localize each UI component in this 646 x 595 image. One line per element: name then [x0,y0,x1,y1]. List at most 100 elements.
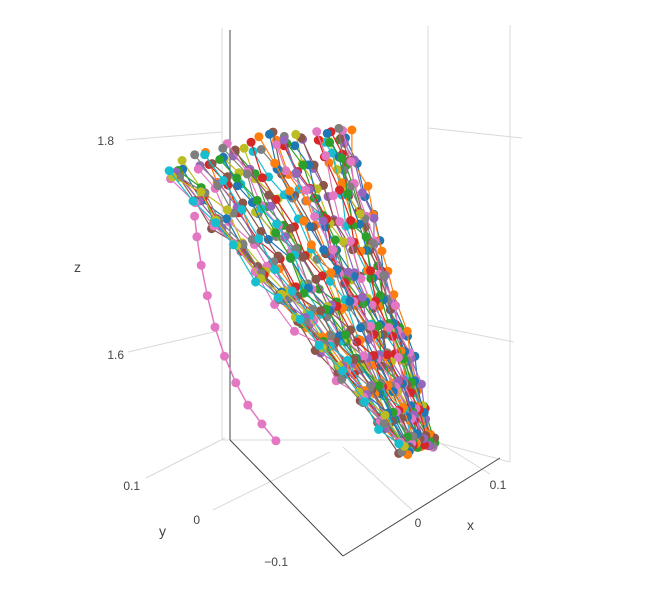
series-line [329,142,431,443]
series-point [270,265,280,275]
series-point [271,228,281,238]
series-point [218,176,228,185]
series-point [384,323,394,332]
series-point [326,331,336,341]
series-point [337,374,347,384]
series-point [252,195,262,205]
series-point [298,160,308,170]
series-point [254,234,264,244]
x-gridline-0 [342,446,413,511]
series-point [177,156,187,165]
series-point [188,196,198,206]
y-tick-label: 0.1 [123,479,140,493]
highlight-series-point [220,351,229,361]
series-point [310,212,320,221]
series-point [285,186,295,196]
series-point [228,240,238,250]
series-line [343,142,434,448]
y-axis-line [229,439,344,557]
series-point [215,155,225,164]
series-point [306,240,316,250]
series-point [265,129,274,139]
series-point [328,245,338,255]
series-point [318,216,328,226]
series-point [246,137,256,147]
series-point [345,236,355,246]
series-line [172,176,405,447]
series-point [193,164,203,174]
series-line [219,159,408,438]
series-point [380,410,390,420]
series-point [237,205,247,214]
series-point [357,292,367,302]
series-point [256,227,266,236]
series-point [321,151,331,161]
highlight-series-point [243,400,253,410]
y-axis-title: y [159,523,166,539]
series-point [345,296,355,306]
series-point [264,190,274,200]
series-point [257,173,267,183]
series-point [391,301,400,311]
series-point [322,128,332,138]
z-gridline-1-6-back [127,329,223,353]
series-point [394,352,403,362]
series-line [168,170,400,445]
x-axis-line [342,457,501,557]
series-point [330,235,340,245]
highlight-series-point [190,211,200,221]
series-point [346,157,356,167]
highlight-series-layer [190,211,281,446]
highlight-series-point [231,378,241,388]
series-point [222,214,231,224]
z-gridline-1-8-back [125,131,223,141]
series-point [270,158,280,168]
highlight-series-point [210,322,220,332]
series-point [357,188,367,198]
series-point [378,330,388,340]
series-point [325,138,335,147]
series-point [374,425,384,434]
series-point [299,288,309,298]
series-point [336,133,346,143]
series-line [211,163,412,449]
grid-layer [125,25,523,511]
x-tick-label: 0.1 [490,478,507,492]
series-point [311,274,321,284]
series-point [299,216,309,226]
series-point [334,123,344,133]
series-line [222,147,414,437]
highlight-series-point [202,291,212,301]
series-point [298,252,308,262]
series-line [275,144,417,443]
series-point [272,219,282,229]
series-point [341,330,351,340]
series-point [285,252,295,262]
series-point [326,268,336,278]
series-point [254,132,264,142]
axis-titles: z y x [74,259,474,539]
series-point [256,145,266,154]
series-point [290,141,300,151]
x-tick-label: 0 [415,516,422,530]
series-point [239,143,249,153]
series-line [316,131,424,444]
series-point [232,173,242,183]
series-point [377,246,387,256]
series-point [218,143,228,153]
series-point [363,181,373,191]
series-point [335,185,344,195]
series-point [190,150,200,160]
series-point [337,153,347,163]
series-point [335,217,345,227]
series-point [273,293,283,303]
series-point [373,321,383,331]
series-point [319,245,329,255]
series-point [338,237,348,247]
series-point [211,218,221,228]
series-point [343,267,353,277]
series-point [366,266,375,276]
highlight-series-line [193,216,277,442]
series-point [266,201,276,211]
